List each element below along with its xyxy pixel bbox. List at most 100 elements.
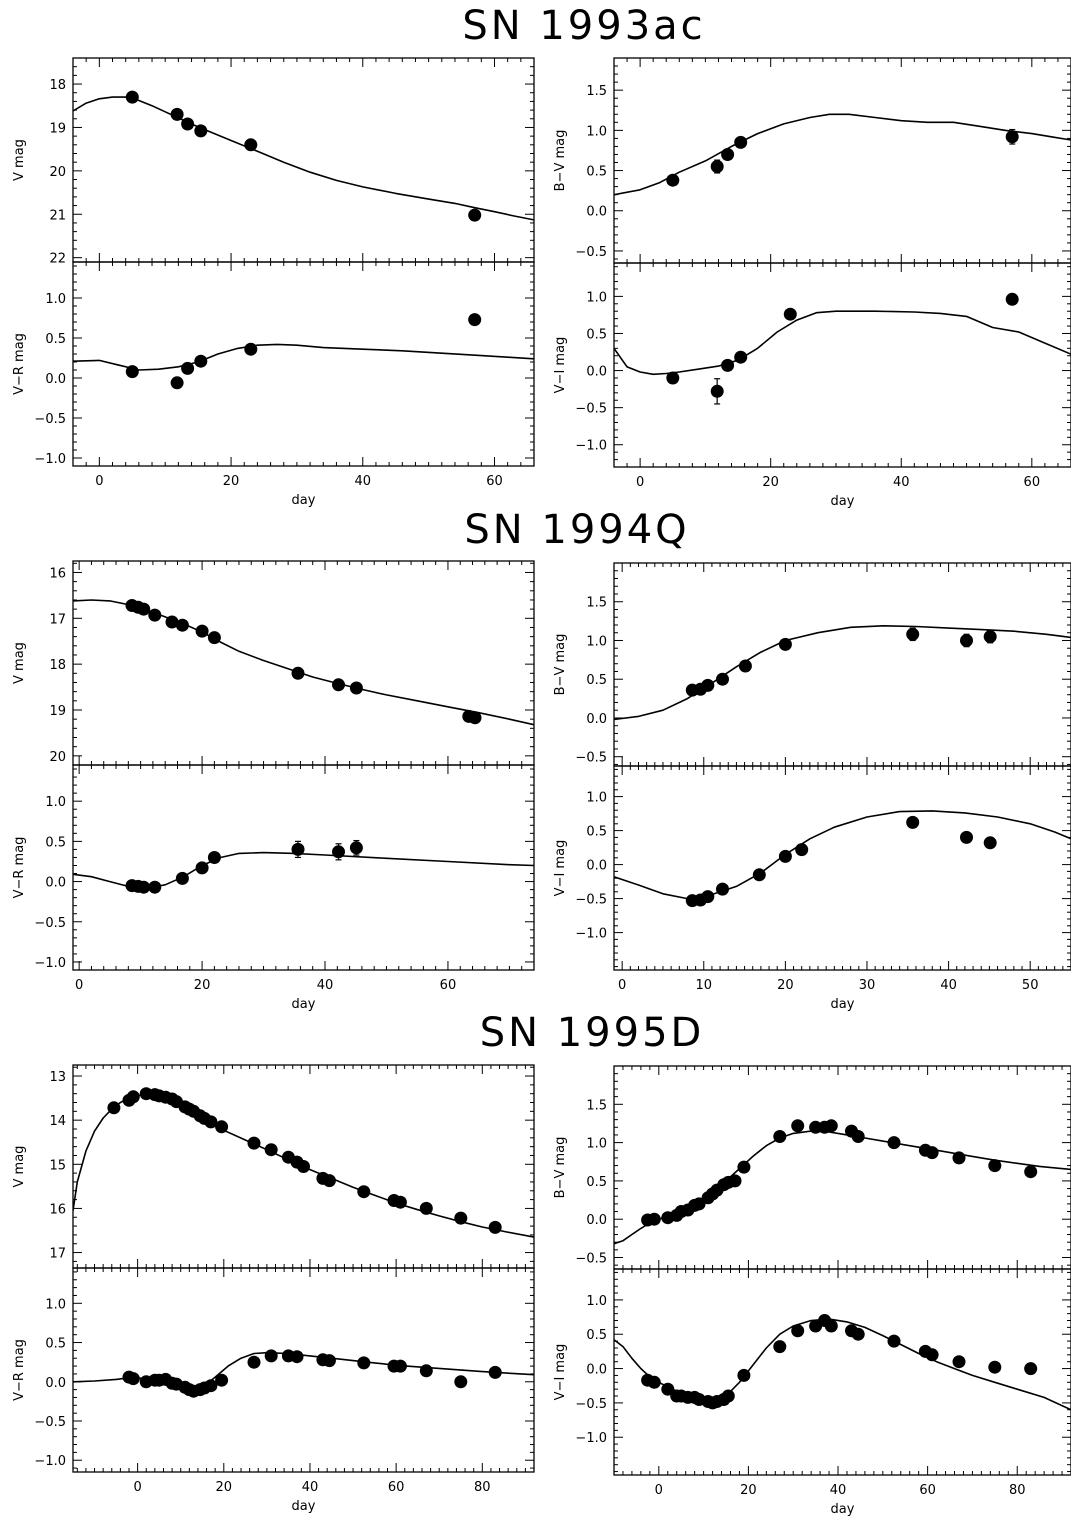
x-tick-label: 20 xyxy=(762,475,779,490)
data-point xyxy=(773,1340,787,1354)
panel-sn-1995d-b-v: −0.5 0.0 0.5 1.0 1.5 B−V mag xyxy=(553,1065,1071,1270)
data-point xyxy=(906,627,920,641)
plot-area xyxy=(614,625,1071,721)
data-point xyxy=(488,1220,502,1234)
y-tick-label: 20 xyxy=(49,165,66,180)
y-axis-label: B−V mag xyxy=(553,130,568,192)
y-axis-label: V mag xyxy=(12,642,27,684)
data-point xyxy=(988,1360,1002,1374)
x-tick-label: 20 xyxy=(216,1480,233,1495)
data-point xyxy=(244,138,258,152)
data-point xyxy=(661,1382,675,1396)
data-point xyxy=(207,631,221,645)
x-tick-label: 0 xyxy=(133,1480,141,1495)
y-tick-label: 17 xyxy=(49,612,66,627)
panel-sn-1993ac-v-i: −1.0 −0.5 0.0 0.5 1.0 0 20 40 60 V−I mag day xyxy=(553,262,1071,509)
y-tick-label: 0.0 xyxy=(45,372,66,387)
x-tick-label: 50 xyxy=(1022,978,1039,993)
data-point xyxy=(773,1130,787,1143)
x-tick-label: 60 xyxy=(486,474,503,489)
data-point xyxy=(290,1350,304,1364)
data-point xyxy=(710,160,724,173)
y-tick-label: 1.0 xyxy=(586,791,607,806)
y-tick-label: 1.0 xyxy=(586,1137,607,1152)
x-axis-label: day xyxy=(292,1499,316,1514)
x-tick-label: 60 xyxy=(440,978,457,993)
y-tick-label: 0.5 xyxy=(586,327,607,342)
panel-sn-1993ac-v-r: −1.0 −0.5 0.0 0.5 1.0 0 20 40 60 V−R mag day xyxy=(12,261,535,508)
data-point xyxy=(468,711,482,725)
data-point xyxy=(264,1349,278,1363)
y-tick-label: 1.0 xyxy=(586,1294,607,1309)
model-curve xyxy=(73,599,534,726)
data-point xyxy=(887,1334,901,1348)
data-point xyxy=(952,1151,966,1165)
data-point xyxy=(170,107,184,121)
panel-frame xyxy=(72,1267,535,1473)
y-tick-label: 1.5 xyxy=(586,84,607,99)
data-point xyxy=(666,173,680,187)
panel-frame xyxy=(613,1065,1071,1270)
y-tick-label: −1.0 xyxy=(34,956,66,971)
panel-frame xyxy=(613,262,1071,468)
y-tick-label: −0.5 xyxy=(575,1397,607,1412)
x-axis-label: day xyxy=(292,493,316,508)
y-tick-label: 1.0 xyxy=(45,292,66,307)
panel-sn-1993ac-v: 18 19 20 21 22 V mag xyxy=(12,57,535,267)
data-point xyxy=(983,836,997,850)
data-point xyxy=(710,384,724,398)
y-tick-label: 0.0 xyxy=(586,1363,607,1378)
data-point xyxy=(809,1120,823,1134)
y-tick-label: −0.5 xyxy=(575,402,607,417)
y-tick-label: 1.0 xyxy=(45,795,66,810)
data-point xyxy=(666,371,680,385)
panel-frame xyxy=(613,57,1071,264)
model-curve xyxy=(614,625,1071,721)
x-tick-label: 40 xyxy=(830,1483,847,1498)
data-point xyxy=(165,615,179,629)
y-tick-label: 0.5 xyxy=(586,673,607,688)
plot-area xyxy=(614,113,1071,196)
data-point xyxy=(393,1195,407,1209)
data-point xyxy=(887,1136,901,1150)
data-point xyxy=(126,1372,140,1386)
data-point xyxy=(925,1146,939,1160)
y-tick-label: 1.0 xyxy=(45,1297,66,1312)
x-tick-label: 40 xyxy=(302,1480,319,1495)
y-axis-label: B−V mag xyxy=(553,634,568,696)
x-tick-label: 0 xyxy=(636,475,644,490)
model-curve xyxy=(614,310,1071,376)
data-point xyxy=(737,1160,751,1174)
data-point xyxy=(247,1355,261,1369)
data-point xyxy=(983,630,997,644)
panel-frame xyxy=(613,562,1071,767)
plot-area xyxy=(614,292,1071,405)
data-point xyxy=(752,868,766,882)
data-point xyxy=(738,659,752,673)
model-curve xyxy=(614,810,1071,900)
data-point xyxy=(454,1211,468,1225)
title-sn-1993ac: SN 1993ac xyxy=(462,3,705,49)
y-tick-label: 0.0 xyxy=(45,1376,66,1391)
data-point xyxy=(778,849,792,863)
y-tick-label: 22 xyxy=(49,252,66,267)
data-point xyxy=(716,882,729,896)
data-point xyxy=(721,148,735,161)
data-point xyxy=(925,1348,939,1362)
data-point xyxy=(783,307,797,321)
y-tick-label: 17 xyxy=(49,1247,66,1262)
data-point xyxy=(148,880,162,894)
plot-area xyxy=(614,1119,1071,1245)
panel-sn-1994q-v: 16 17 18 19 20 V mag xyxy=(12,560,535,766)
x-tick-label: 30 xyxy=(859,978,876,993)
x-tick-label: 20 xyxy=(740,1483,757,1498)
plot-area xyxy=(614,810,1071,908)
data-point xyxy=(264,1143,278,1157)
y-axis-label: V mag xyxy=(12,139,27,181)
y-tick-label: −1.0 xyxy=(34,452,66,467)
data-point xyxy=(181,361,195,375)
data-point xyxy=(791,1324,805,1338)
data-point xyxy=(204,1115,218,1129)
y-tick-label: 1.0 xyxy=(586,124,607,139)
